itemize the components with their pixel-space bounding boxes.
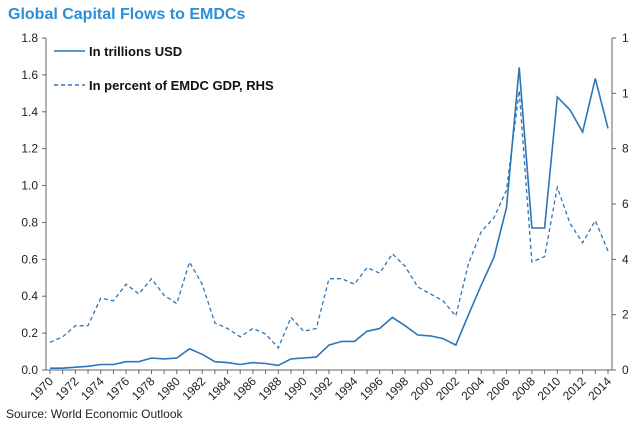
x-tick-label: 1984 (205, 374, 234, 403)
x-tick-label: 1982 (180, 374, 209, 403)
y-left-tick-label: 1.6 (21, 68, 38, 82)
chart-title: Global Capital Flows to EMDCs (8, 6, 246, 23)
x-tick-label: 1998 (382, 374, 411, 403)
x-tick-label: 1974 (78, 374, 107, 403)
x-tick-label: 2004 (459, 374, 488, 403)
y-right-tick-label: 2 (622, 308, 629, 322)
y-right-tick-label: 0 (622, 363, 629, 377)
x-tick-label: 1972 (53, 374, 82, 403)
y-left-tick-label: 0.0 (21, 363, 38, 377)
x-tick-label: 2012 (560, 374, 589, 403)
y-right-tick-label: 1 (622, 86, 629, 100)
x-tick-label: 1980 (154, 374, 183, 403)
legend: In trillions USD In percent of EMDC GDP,… (54, 44, 274, 93)
y-left-tick-label: 1.8 (21, 31, 38, 45)
x-tick-label: 1990 (281, 374, 310, 403)
x-tick-label: 2010 (535, 374, 564, 403)
source-note: Source: World Economic Outlook (6, 407, 183, 421)
series-line-percent-gdp (49, 90, 609, 350)
y-left-tick-label: 1.4 (21, 105, 38, 119)
x-tick-label: 1978 (129, 374, 158, 403)
y-left-tick-label: 0.6 (21, 252, 38, 266)
legend-label-percent-gdp: In percent of EMDC GDP, RHS (89, 78, 274, 93)
x-tick-label: 2008 (509, 374, 538, 403)
x-tick-label: 1976 (103, 374, 132, 403)
y-left-tick-label: 1.0 (21, 179, 38, 193)
y-right-tick-label: 1 (622, 31, 629, 45)
y-left-tick-label: 1.2 (21, 142, 38, 156)
y-right-tick-label: 8 (622, 142, 629, 156)
x-tick-label: 1986 (230, 374, 259, 403)
x-tick-label: 1992 (306, 374, 335, 403)
series-line-trillions-usd (50, 67, 609, 370)
y-right-tick-label: 4 (622, 252, 629, 266)
x-tick-label: 2000 (408, 374, 437, 403)
x-tick-label: 1988 (256, 374, 285, 403)
y-left-tick-label: 0.2 (21, 326, 38, 340)
y-left-tick-label: 0.4 (21, 289, 38, 303)
x-tick-label: 2014 (585, 374, 614, 403)
series-lines (49, 67, 609, 370)
x-tick-label: 1996 (357, 374, 386, 403)
x-tick-label: 2002 (433, 374, 462, 403)
x-tick-label: 1994 (332, 374, 361, 403)
y-left-tick-label: 0.8 (21, 215, 38, 229)
x-tick-label: 1970 (27, 374, 56, 403)
legend-label-trillions: In trillions USD (89, 44, 182, 59)
y-right-tick-label: 6 (622, 197, 629, 211)
x-tick-label: 2006 (484, 374, 513, 403)
